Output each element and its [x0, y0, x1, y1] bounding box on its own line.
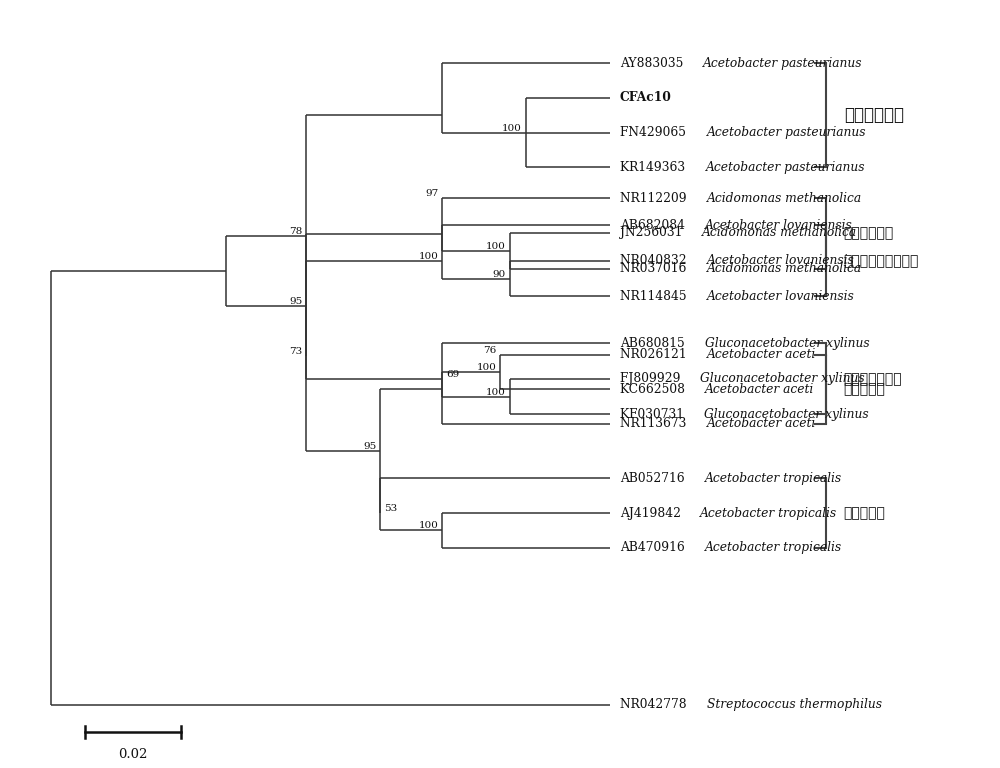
Text: AB052716: AB052716: [620, 472, 688, 485]
Text: AY883035: AY883035: [620, 57, 687, 70]
Text: AB680815: AB680815: [620, 337, 689, 350]
Text: NR040832: NR040832: [620, 254, 690, 267]
Text: NR114845: NR114845: [620, 290, 690, 303]
Text: 木葡糖酩酩杆菌: 木葡糖酩酩杆菌: [844, 372, 902, 386]
Text: NR037016: NR037016: [620, 263, 690, 276]
Text: AB470916: AB470916: [620, 541, 689, 554]
Text: 酩化酩杆菌: 酩化酩杆菌: [844, 382, 886, 396]
Text: KF030731: KF030731: [620, 408, 688, 421]
Text: 95: 95: [363, 442, 376, 451]
Text: 69: 69: [446, 370, 459, 379]
Text: AB682084: AB682084: [620, 219, 689, 232]
Text: 100: 100: [486, 388, 506, 396]
Text: Streptococcus thermophilus: Streptococcus thermophilus: [707, 698, 882, 711]
Text: Acetobacter lovaniensis: Acetobacter lovaniensis: [705, 219, 853, 232]
Text: 95: 95: [289, 297, 302, 306]
Text: Acetobacter aceti: Acetobacter aceti: [707, 348, 817, 361]
Text: 100: 100: [502, 124, 522, 133]
Text: KC662508: KC662508: [620, 382, 689, 396]
Text: AJ419842: AJ419842: [620, 507, 685, 519]
Text: Acetobacter tropicalis: Acetobacter tropicalis: [705, 541, 842, 554]
Text: CFAc10: CFAc10: [620, 91, 672, 104]
Text: 100: 100: [419, 252, 439, 261]
Text: 76: 76: [483, 346, 496, 355]
Text: 0.02: 0.02: [119, 748, 148, 761]
Text: Acetobacter tropicalis: Acetobacter tropicalis: [700, 507, 837, 519]
Text: Acetobacter lovaniensis: Acetobacter lovaniensis: [707, 290, 855, 303]
Text: Acidomonas methanolica: Acidomonas methanolica: [707, 263, 862, 276]
Text: NR026121: NR026121: [620, 348, 690, 361]
Text: 78: 78: [289, 227, 302, 236]
Text: Acetobacter aceti: Acetobacter aceti: [707, 417, 816, 430]
Text: Gluconacetobacter xylinus: Gluconacetobacter xylinus: [705, 337, 870, 350]
Text: Gluconacetobacter xylinus: Gluconacetobacter xylinus: [704, 408, 869, 421]
Text: 100: 100: [486, 242, 506, 251]
Text: JN256031: JN256031: [620, 227, 686, 240]
Text: 90: 90: [493, 270, 506, 279]
Text: 100: 100: [419, 521, 439, 531]
Text: Acetobacter pasteurianus: Acetobacter pasteurianus: [707, 126, 866, 139]
Text: 73: 73: [289, 347, 302, 356]
Text: Gluconacetobacter xylinus: Gluconacetobacter xylinus: [700, 372, 864, 386]
Text: 100: 100: [476, 362, 496, 372]
Text: Acetobacter pasteurianus: Acetobacter pasteurianus: [703, 57, 863, 70]
Text: NR112209: NR112209: [620, 192, 690, 205]
Text: NR042778: NR042778: [620, 698, 690, 711]
Text: 热带酩杆菌: 热带酩杆菌: [844, 506, 886, 520]
Text: Acidomonas methanolica: Acidomonas methanolica: [707, 192, 862, 205]
Text: 97: 97: [425, 189, 439, 198]
Text: 巴氏酩酸杆菌: 巴氏酩酸杆菌: [844, 106, 904, 124]
Text: Acetobacter aceti: Acetobacter aceti: [705, 382, 815, 396]
Text: 巴氏酩杆菌罗旺亚种: 巴氏酩杆菌罗旺亚种: [844, 254, 919, 268]
Text: KR149363: KR149363: [620, 161, 689, 174]
Text: Acetobacter tropicalis: Acetobacter tropicalis: [705, 472, 842, 485]
Text: FN429065: FN429065: [620, 126, 690, 139]
Text: Acetobacter lovaniensis: Acetobacter lovaniensis: [707, 254, 855, 267]
Text: Acetobacter pasteurianus: Acetobacter pasteurianus: [705, 161, 865, 174]
Text: NR113673: NR113673: [620, 417, 690, 430]
Text: 53: 53: [384, 504, 397, 513]
Text: FJ809929: FJ809929: [620, 372, 684, 386]
Text: Acidomonas methanolica: Acidomonas methanolica: [702, 227, 857, 240]
Text: 甲醇酸单胞菌: 甲醇酸单胞菌: [844, 227, 894, 240]
